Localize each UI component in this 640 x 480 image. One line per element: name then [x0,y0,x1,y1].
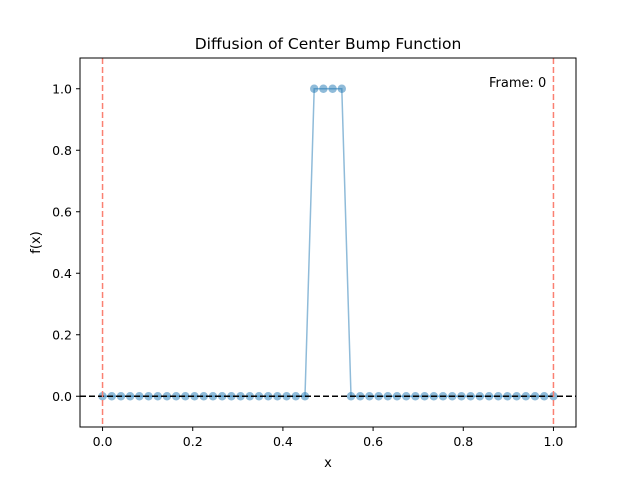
data-point [190,392,199,401]
data-point [310,84,319,93]
y-axis-label: f(x) [29,231,44,253]
x-tick-label: 0.4 [273,434,293,449]
data-point [217,392,227,401]
y-tick-label: 1.0 [52,81,72,96]
data-point [337,84,346,93]
x-tick-label: 0.8 [453,434,473,449]
x-tick-label: 0.2 [183,434,203,449]
data-point [199,392,208,401]
chart-title: Diffusion of Center Bump Function [195,35,462,53]
data-point [282,392,291,401]
y-axis: 0.0 0.2 0.4 0.6 0.8 1.0 [52,81,80,404]
y-tick-label: 0.0 [52,389,72,404]
data-point [263,392,273,401]
data-point [273,392,282,401]
data-point [227,392,236,401]
y-tick-label: 0.6 [52,204,72,219]
x-tick-label: 1.0 [544,434,564,449]
data-point [328,84,337,93]
data-point [181,392,190,401]
frame-annotation: Frame: 0 [489,76,546,91]
y-tick-label: 0.2 [52,327,72,342]
data-point [236,392,245,401]
data-point [245,392,254,401]
data-point [171,392,181,401]
x-axis: 0.0 0.2 0.4 0.6 0.8 1.0 [93,427,564,449]
data-point [254,392,264,401]
data-point [319,84,328,93]
x-tick-label: 0.6 [363,434,383,449]
y-tick-label: 0.8 [52,143,72,158]
data-point [208,392,218,401]
axes-frame [79,57,577,428]
x-axis-label: x [324,456,332,471]
x-tick-label: 0.0 [93,434,113,449]
data-point [291,392,300,401]
plot-area [80,58,576,427]
y-tick-label: 0.4 [52,266,72,281]
data-point [300,392,310,401]
